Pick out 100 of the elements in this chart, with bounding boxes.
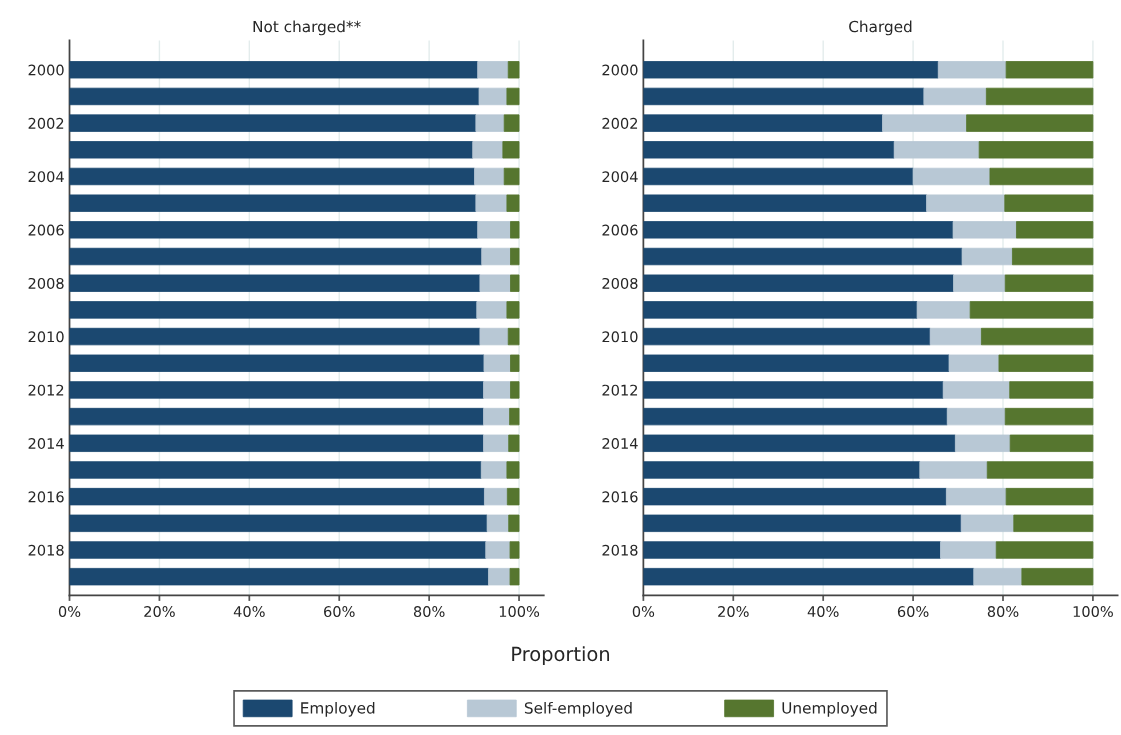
bar [643, 487, 947, 506]
bar [995, 541, 1094, 559]
bar [981, 327, 1094, 346]
bar [643, 567, 975, 586]
bar [488, 567, 511, 586]
y-tick-label: 2012 [28, 384, 64, 396]
y-tick-label: 2004 [28, 171, 64, 183]
bar [966, 114, 1094, 132]
bar [69, 461, 482, 479]
bar [1013, 514, 1094, 533]
y-tick-label: 2014 [28, 438, 64, 450]
chart-title: Not charged** [253, 20, 361, 36]
bar [472, 141, 504, 159]
legend-label: Self-employed [524, 701, 632, 717]
x-tick-label: 40% [807, 606, 839, 618]
x-tick-label: 40% [233, 606, 265, 618]
bar [69, 141, 474, 159]
bar [919, 461, 988, 479]
bar [643, 327, 931, 346]
bar [475, 194, 508, 212]
bar [643, 514, 962, 533]
bar [643, 274, 954, 292]
y-tick-label: 2012 [602, 384, 638, 396]
bar [954, 434, 1011, 452]
bar [478, 87, 508, 106]
bar [1012, 247, 1094, 266]
bar [483, 354, 511, 372]
bar [1005, 61, 1094, 79]
bar [480, 461, 508, 479]
bar [1016, 221, 1094, 239]
bar [926, 194, 1006, 212]
x-tick-label: 0% [632, 606, 655, 618]
y-tick-label: 2004 [602, 171, 638, 183]
bar [643, 194, 927, 212]
x-tick-label: 100% [1073, 606, 1113, 618]
y-tick-label: 2010 [602, 331, 638, 343]
bar [1009, 434, 1094, 452]
bar [508, 514, 520, 533]
y-tick-label: 2006 [602, 224, 638, 236]
bar [69, 327, 481, 346]
bar [1009, 381, 1094, 399]
bar [506, 487, 520, 506]
bar [643, 541, 941, 559]
bar [477, 221, 511, 239]
bar [1004, 194, 1094, 212]
y-tick-label: 2006 [28, 224, 64, 236]
y-tick-label: 2000 [602, 64, 638, 76]
bar [643, 407, 948, 426]
bar [486, 514, 510, 533]
bar [985, 87, 1094, 106]
bar [69, 514, 488, 533]
y-tick-label: 2002 [28, 117, 64, 129]
x-tick-label: 80% [987, 606, 1019, 618]
bar [989, 167, 1094, 186]
bar [643, 461, 921, 479]
bar [916, 301, 971, 319]
x-tick-label: 80% [413, 606, 445, 618]
bar [502, 141, 520, 159]
bar [69, 407, 484, 426]
bar [953, 274, 1006, 292]
bar [510, 381, 520, 399]
legend-label: Employed [301, 701, 375, 717]
bar [643, 434, 956, 452]
bar [973, 567, 1023, 586]
bar [69, 167, 475, 186]
bar [643, 354, 950, 372]
bar [483, 381, 511, 399]
bar [510, 221, 520, 239]
bar [509, 541, 520, 559]
x-tick-label: 20% [144, 606, 175, 618]
bar [69, 61, 479, 79]
y-tick-label: 2014 [602, 438, 638, 450]
bar [510, 274, 520, 292]
bar [946, 407, 1006, 426]
bar [69, 221, 479, 239]
bar [961, 247, 1013, 266]
bar [893, 141, 980, 159]
x-tick-label: 20% [718, 606, 749, 618]
bar [506, 194, 520, 212]
bar [923, 87, 987, 106]
bar [69, 247, 483, 266]
bar [937, 61, 1007, 79]
bar [484, 487, 508, 506]
bar [476, 301, 508, 319]
y-tick-label: 2018 [28, 544, 64, 556]
bar [69, 354, 485, 372]
bar [483, 434, 510, 452]
chart-title: Charged [849, 20, 912, 36]
bar [69, 114, 477, 132]
bar [960, 514, 1015, 533]
y-tick-label: 2016 [28, 491, 64, 503]
bar [69, 301, 478, 319]
bar [940, 541, 997, 559]
bar [69, 487, 485, 506]
bar [986, 461, 1094, 479]
x-tick-label: 60% [897, 606, 929, 618]
bar [483, 407, 511, 426]
bar [506, 301, 520, 319]
bar [510, 247, 520, 266]
bar [509, 567, 520, 586]
